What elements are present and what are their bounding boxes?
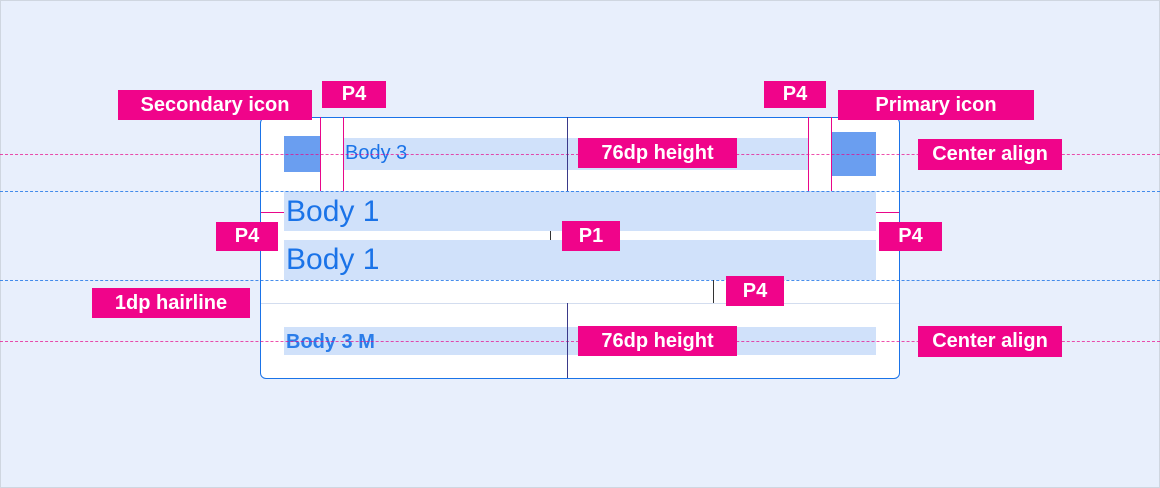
label-p4: P4	[764, 81, 826, 108]
spacing-line	[320, 117, 321, 191]
meta-text: Body 3 M	[286, 331, 375, 353]
label-primary-icon: Primary icon	[838, 90, 1034, 120]
spacing-line	[343, 117, 344, 191]
label-p4: P4	[216, 222, 278, 251]
height-line	[567, 303, 568, 378]
padding-line	[261, 212, 284, 213]
hairline-divider	[261, 303, 899, 304]
p1-tick	[550, 231, 551, 240]
p4-tick	[713, 280, 714, 303]
baseline-guide	[0, 191, 1160, 192]
baseline-guide	[0, 280, 1160, 281]
spacing-line	[808, 117, 809, 191]
label-center-align: Center align	[918, 139, 1062, 170]
spacing-line	[831, 117, 832, 191]
padding-line	[876, 212, 899, 213]
label-p4: P4	[879, 222, 942, 251]
label-p4: P4	[322, 81, 386, 108]
secondary-text: Body 3	[345, 142, 408, 164]
primary-text: Body 1	[286, 195, 380, 228]
label-height: 76dp height	[578, 326, 737, 356]
secondary-line-text: Body 1	[286, 243, 380, 276]
label-p4: P4	[726, 276, 784, 306]
label-p1: P1	[562, 221, 620, 251]
label-height: 76dp height	[578, 138, 737, 168]
label-center-align: Center align	[918, 326, 1062, 357]
label-secondary-icon: Secondary icon	[118, 90, 312, 120]
height-line	[567, 117, 568, 191]
label-hairline: 1dp hairline	[92, 288, 250, 318]
